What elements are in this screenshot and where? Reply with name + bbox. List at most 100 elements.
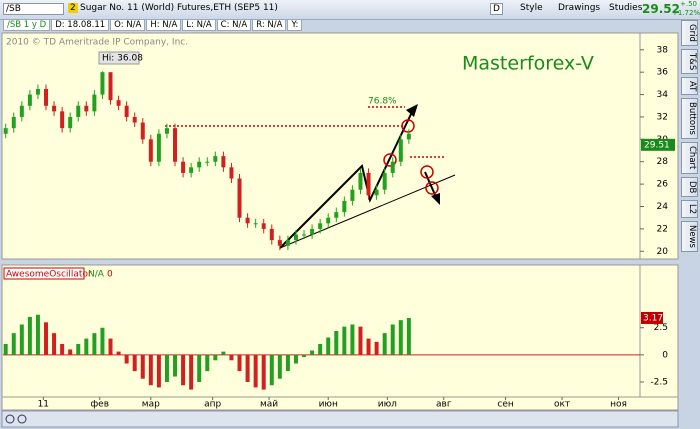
candle-body <box>213 156 218 162</box>
osc-bar <box>52 333 57 355</box>
osc-bar <box>342 326 347 355</box>
x-tick-label: окт <box>554 400 570 410</box>
candle-body <box>221 156 226 168</box>
header-range: R: N/A <box>252 19 287 31</box>
osc-bar <box>205 354 210 372</box>
side-tab[interactable]: Chart <box>681 142 698 174</box>
candle-body <box>205 161 210 163</box>
side-tab[interactable]: AT <box>681 77 698 96</box>
osc-bar <box>213 354 218 361</box>
candle-body <box>181 161 186 173</box>
y-tick-label: -2.5 <box>650 377 668 387</box>
zoom-out[interactable] <box>5 414 15 424</box>
osc-bar <box>350 324 355 355</box>
side-tab[interactable]: News <box>681 221 698 253</box>
candle-body <box>350 189 355 201</box>
side-tab[interactable]: T&S <box>681 48 698 75</box>
osc-bar <box>181 354 186 386</box>
osc-bar <box>398 320 403 355</box>
marker-circle <box>420 165 434 179</box>
style-button[interactable]: Style <box>520 3 543 13</box>
candle-body <box>148 139 153 162</box>
header-date: D: 18.08.11 <box>51 19 110 31</box>
candle-body <box>3 128 8 134</box>
marker-circle <box>383 153 397 167</box>
osc-bar <box>173 354 178 377</box>
y-tick-label: 26 <box>657 180 669 190</box>
arrow-head <box>431 193 440 205</box>
osc-bar <box>100 327 105 355</box>
last-box <box>641 138 675 151</box>
drawings-button[interactable]: Drawings <box>558 3 601 13</box>
zoom-in[interactable] <box>17 414 27 424</box>
candle-body <box>318 223 323 229</box>
side-tab[interactable]: Buttons <box>681 98 698 140</box>
osc-bar <box>189 354 194 390</box>
x-tick-label: ноя <box>610 400 627 410</box>
candle-body <box>285 240 290 246</box>
candle-body <box>269 228 274 241</box>
scrollbar[interactable] <box>1 410 679 428</box>
side-tab[interactable]: L2 <box>681 200 698 219</box>
y-tick-label: 24 <box>657 202 669 212</box>
osc-bar <box>277 354 282 379</box>
high-label: Hi: 36.08 <box>102 54 143 64</box>
osc-bar <box>285 354 290 372</box>
osc-bar <box>237 354 242 372</box>
osc-bar <box>132 354 137 372</box>
candle-body <box>366 172 371 196</box>
last-label: 29.51 <box>644 140 670 150</box>
candle-body <box>35 88 40 95</box>
x-tick-label: июн <box>319 400 338 410</box>
osc-bar <box>44 322 49 355</box>
osc-bar <box>310 350 315 355</box>
y-tick-label: 0 <box>662 350 668 360</box>
osc-last-label: 3.17 <box>643 313 663 323</box>
wave-line <box>279 111 413 249</box>
high-box <box>98 51 140 65</box>
header-name: /SB 1 y D <box>3 19 51 31</box>
candle-body <box>132 116 137 123</box>
osc-bar <box>92 333 97 355</box>
brand: Masterforex-V <box>462 53 594 75</box>
osc-bar <box>19 324 24 355</box>
osc-bar <box>382 333 387 355</box>
candle-body <box>173 128 178 162</box>
x-tick-label: апр <box>204 400 221 410</box>
candle-body <box>108 72 113 101</box>
osc-param: 0 <box>107 270 113 280</box>
studies-button[interactable]: Studies <box>609 3 643 13</box>
oscillator-axis <box>639 264 679 398</box>
osc-bar <box>221 351 226 355</box>
x-tick-label: 11 <box>38 400 49 410</box>
symbol-input[interactable]: /SB <box>3 3 64 15</box>
link-button[interactable]: 2 <box>68 3 78 13</box>
change: +.50 <box>680 0 697 8</box>
osc-bar <box>253 354 258 388</box>
candle-body <box>197 161 202 168</box>
chart-header: /SB 1 y D D: 18.08.11 O: N/A H: N/A L: N/A C:… <box>3 19 303 32</box>
osc-bar <box>318 344 323 355</box>
candle-body <box>189 167 194 173</box>
candle-body <box>84 105 89 112</box>
side-tab[interactable]: Grid <box>681 20 698 46</box>
osc-bar <box>261 354 266 390</box>
oscillator-panel <box>1 264 641 398</box>
candle-body <box>277 240 282 246</box>
candle-body <box>326 217 331 224</box>
candle-body <box>245 217 250 224</box>
candle-body <box>302 234 307 236</box>
osc-bar <box>302 354 307 358</box>
candle-body <box>19 105 24 117</box>
osc-bar <box>124 354 129 364</box>
side-tab[interactable]: DB <box>681 176 698 198</box>
osc-bar <box>164 354 169 382</box>
osc-bar <box>406 317 411 355</box>
candle-body <box>140 122 145 140</box>
candle-body <box>156 133 161 162</box>
period-button[interactable]: D <box>490 3 503 15</box>
price-panel <box>1 32 641 260</box>
osc-bar <box>197 354 202 382</box>
